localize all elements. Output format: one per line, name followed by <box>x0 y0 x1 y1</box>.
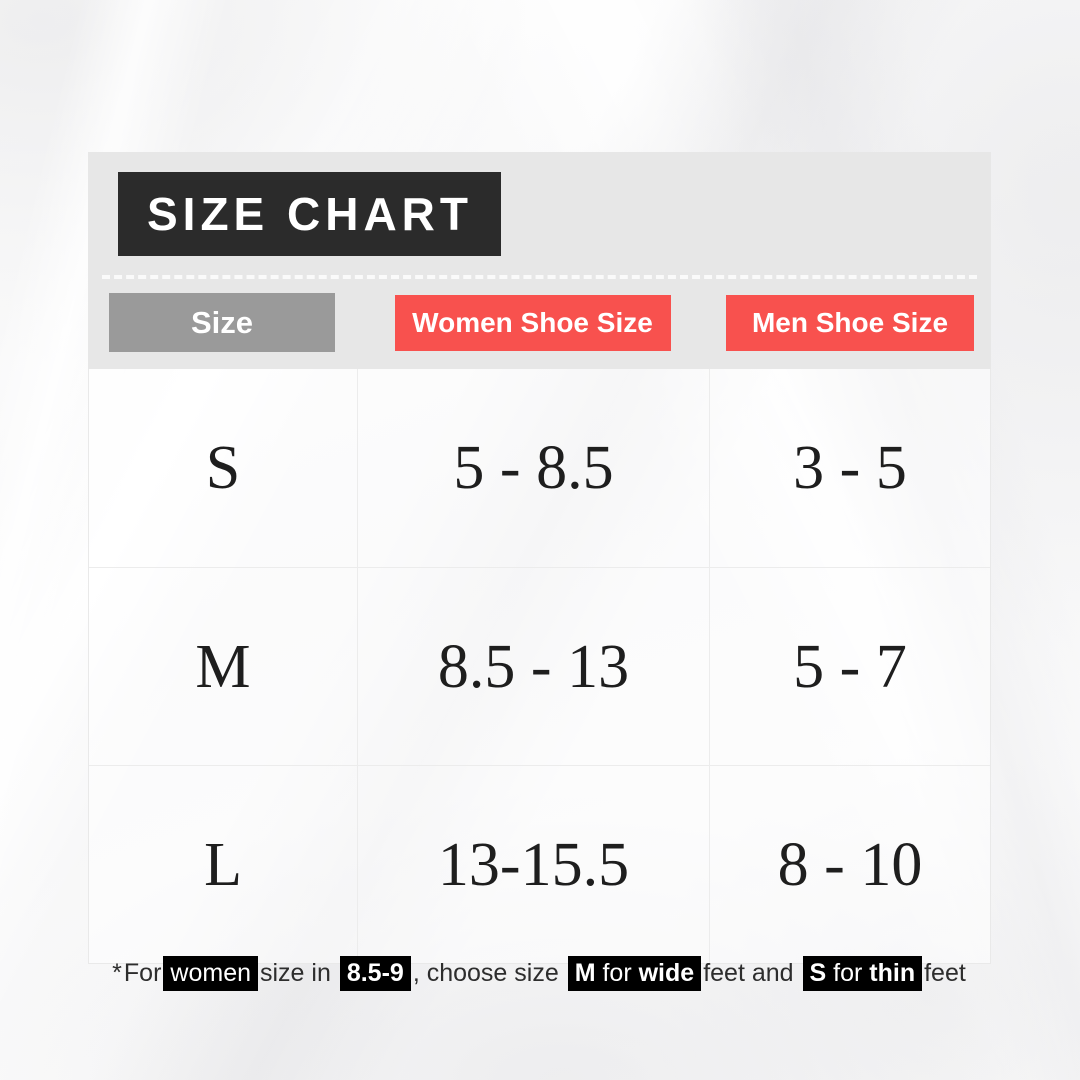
footnote-thin-size: S <box>809 959 827 987</box>
table-row: S 5 - 8.5 3 - 5 <box>89 369 990 567</box>
footnote-text-3: , choose size <box>412 959 559 987</box>
cell-women: 8.5 - 13 <box>357 568 710 765</box>
header-cell-women: Women Shoe Size <box>356 293 709 352</box>
table-row: M 8.5 - 13 5 - 7 <box>89 567 990 765</box>
dashed-divider <box>102 275 977 279</box>
footnote-highlight-women: women <box>163 956 258 991</box>
footnote-highlight-thin: S for thin <box>802 956 923 991</box>
footnote-wide-for: for <box>602 959 632 987</box>
header-cell-size: Size <box>88 293 356 352</box>
header-badge-men-shoe-size: Men Shoe Size <box>726 294 974 351</box>
cell-men: 5 - 7 <box>793 632 907 701</box>
footnote-text-1: For <box>123 959 162 987</box>
footnote-note: *For women size in 8.5-9 , choose size M fo… <box>0 956 1080 991</box>
table-row: L 13-15.5 8 - 10 <box>89 765 990 963</box>
size-table-body: S 5 - 8.5 3 - 5 M 8.5 - 13 5 - 7 L 13-15… <box>88 369 991 964</box>
cell-men: 3 - 5 <box>793 434 907 502</box>
page-title: SIZE CHART <box>118 172 501 256</box>
header-cell-men: Men Shoe Size <box>709 293 991 352</box>
cell-size: M <box>195 632 251 701</box>
cell-women: 13-15.5 <box>357 766 710 963</box>
footnote-highlight-range: 8.5-9 <box>339 956 411 991</box>
cell-size: L <box>204 830 242 899</box>
footnote-thin-for: for <box>833 959 863 987</box>
footnote-wide-word: wide <box>638 959 695 987</box>
footnote-asterisk: * <box>112 959 122 987</box>
footnote-range-value: 8.5-9 <box>346 959 404 987</box>
footnote-highlight-wide: M for wide <box>567 956 702 991</box>
cell-women: 5 - 8.5 <box>357 369 710 567</box>
footnote-text-2: size in <box>260 959 331 987</box>
card-header: SIZE CHART Size Women Shoe Size Men Shoe… <box>88 152 991 369</box>
footnote-text-5: feet <box>924 959 966 987</box>
table-header-row: Size Women Shoe Size Men Shoe Size <box>88 279 991 369</box>
header-badge-women-shoe-size: Women Shoe Size <box>394 294 671 351</box>
size-chart-card: SIZE CHART Size Women Shoe Size Men Shoe… <box>88 152 991 964</box>
cell-size: S <box>205 434 241 502</box>
header-badge-size: Size <box>109 293 335 352</box>
cell-men: 8 - 10 <box>777 830 923 899</box>
footnote-text-4: feet and <box>703 959 794 987</box>
footnote-thin-word: thin <box>869 959 916 987</box>
footnote-wide-size: M <box>574 959 596 987</box>
